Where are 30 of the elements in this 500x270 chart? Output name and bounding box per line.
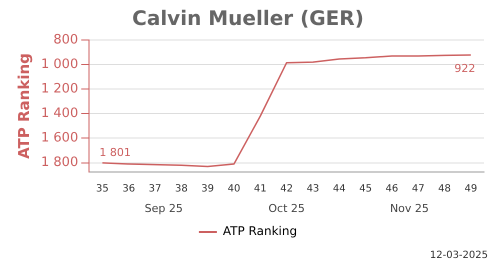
text: Sep 25	[144, 202, 183, 215]
text: Oct 25	[268, 202, 305, 215]
y-tick-label: 1 200	[41, 81, 78, 96]
x-tick-label: 39	[201, 184, 214, 195]
data-label: 922	[454, 62, 476, 75]
x-tick-label: 45	[359, 184, 372, 195]
x-tick-label: 36	[122, 184, 136, 195]
chart-title: Calvin Mueller (GER)	[132, 6, 364, 30]
x-tick-label: 35	[96, 184, 109, 195]
y-axis-title: ATP Ranking	[14, 53, 33, 159]
text: 12-03-2025	[430, 250, 488, 261]
legend-label: ATP Ranking	[222, 224, 298, 238]
x-tick-label: 43	[306, 184, 320, 195]
x-tick-label: 37	[148, 184, 162, 195]
x-tick-label: 47	[412, 184, 425, 195]
y-tick-label: 1 600	[41, 130, 78, 146]
y-tick-label: 800	[53, 32, 78, 48]
x-tick-label: 49	[464, 184, 478, 195]
x-tick-label: 41	[254, 184, 267, 195]
text: Nov 25	[390, 202, 429, 215]
y-tick-label: 1 400	[41, 106, 78, 122]
x-tick-label: 42	[280, 184, 293, 195]
data-label: 1 801	[99, 146, 131, 159]
x-tick-label: 40	[228, 184, 240, 195]
x-tick-label: 44	[332, 184, 346, 195]
y-tick-label: 1 000	[41, 56, 78, 72]
x-tick-label: 38	[174, 184, 188, 195]
y-tick-label: 1 800	[41, 155, 78, 170]
x-tick-label: 46	[386, 184, 398, 195]
x-tick-label: 48	[438, 184, 451, 195]
